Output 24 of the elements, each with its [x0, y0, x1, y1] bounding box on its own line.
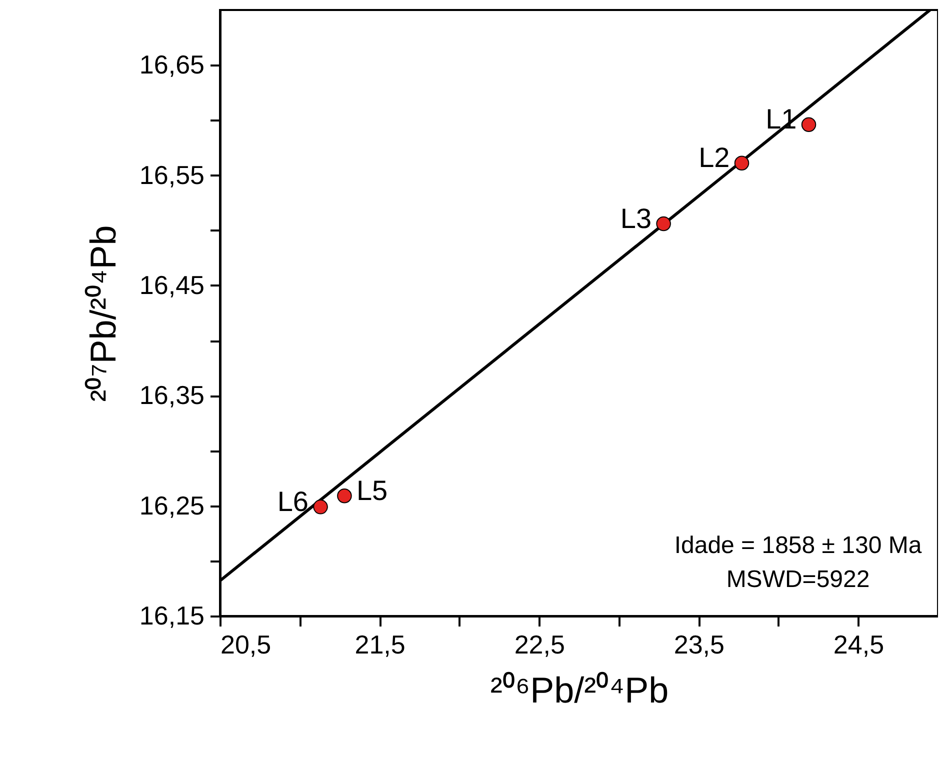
annotation: L6: [277, 486, 309, 517]
annotation: Idade = 1858 ± 130 Ma: [674, 532, 922, 559]
y-tick-label: 16,15: [139, 600, 204, 630]
x-tick-label: 23,5: [674, 630, 724, 660]
y-tick-label: 16,45: [139, 270, 204, 300]
y-axis-title: ²⁰⁷Pb/²⁰⁴Pb: [82, 225, 124, 402]
point: [313, 500, 328, 514]
y-tick-label: 16,25: [139, 490, 204, 520]
x-axis-title: ²⁰⁶Pb/²⁰⁴Pb: [490, 670, 669, 710]
annotation: L5: [356, 474, 388, 506]
x-tick-label: 22,5: [514, 630, 565, 660]
point: [801, 117, 816, 132]
point: [734, 156, 750, 171]
x-tick-label: 21,5: [354, 630, 406, 660]
y-tick-label: 16,65: [139, 50, 204, 80]
annotation: L2: [698, 142, 730, 174]
annotation: MSWD=5922: [726, 566, 870, 593]
annotation: L3: [620, 202, 652, 234]
point: [337, 488, 352, 504]
y-tick-label: 16,55: [139, 160, 204, 190]
x-tick-label: 20,5: [220, 630, 272, 660]
y-tick-label: 16,35: [139, 380, 204, 410]
x-tick-label: 24,5: [833, 630, 884, 660]
point: [656, 216, 671, 232]
